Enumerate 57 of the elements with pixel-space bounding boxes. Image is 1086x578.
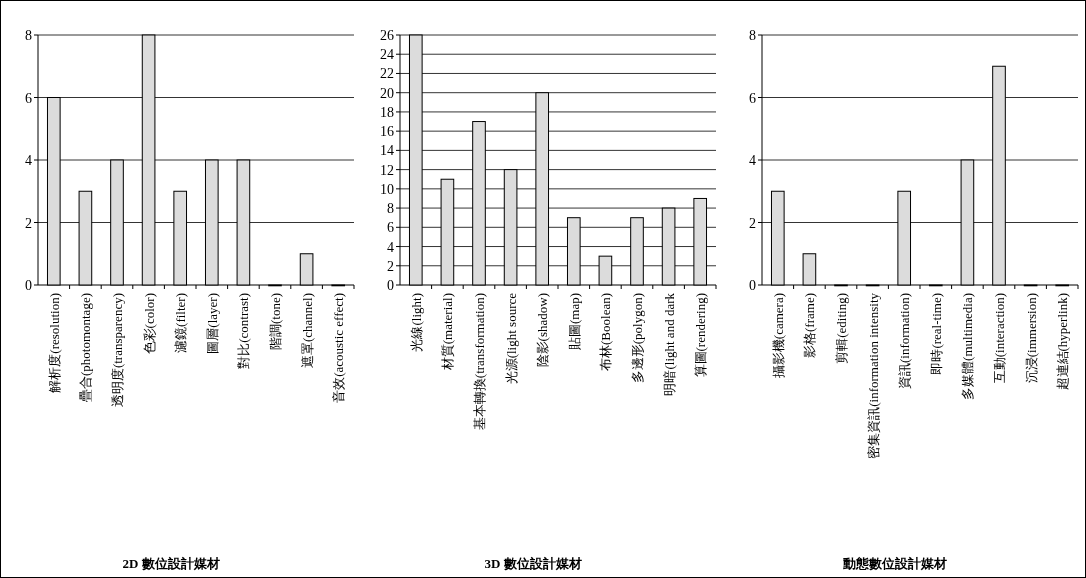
x-tick-label: 材質(material) bbox=[440, 293, 456, 372]
x-tick-label: 多邊形(polygon) bbox=[630, 293, 645, 384]
y-tick-label: 4 bbox=[749, 153, 756, 168]
x-tick-label: 貼圖(map) bbox=[566, 293, 582, 351]
x-tick-label: 對比(contrast) bbox=[236, 293, 252, 369]
y-tick-label: 0 bbox=[749, 278, 756, 293]
x-tick-label: 基本轉換(transformation) bbox=[472, 293, 487, 431]
x-tick-label: 光線(light) bbox=[408, 293, 424, 352]
x-tick-label: 光源(light source bbox=[503, 292, 519, 385]
y-tick-label: 8 bbox=[387, 201, 394, 217]
y-tick-label: 24 bbox=[380, 47, 394, 63]
x-tick-label: 濾鏡(filter) bbox=[173, 293, 189, 353]
y-tick-label: 26 bbox=[380, 28, 394, 43]
y-tick-label: 2 bbox=[749, 215, 756, 231]
y-tick-label: 18 bbox=[380, 104, 394, 120]
y-tick-label: 20 bbox=[380, 85, 394, 101]
x-tick-label: 即時(real-time) bbox=[928, 293, 944, 375]
x-tick-label: 陰影(shadow) bbox=[535, 293, 551, 368]
x-tick-label: 超連結(hyperlink) bbox=[1055, 293, 1071, 391]
x-tick-label: 明暗(light and dark bbox=[661, 292, 677, 396]
y-tick-label: 0 bbox=[25, 278, 32, 293]
x-tick-label: 影格(frame) bbox=[802, 293, 818, 358]
x-tick-label: 互動(interaction) bbox=[992, 293, 1007, 384]
y-tick-label: 8 bbox=[749, 28, 756, 43]
y-tick-label: 22 bbox=[380, 66, 394, 82]
y-tick-label: 4 bbox=[25, 153, 32, 168]
y-tick-label: 14 bbox=[380, 143, 394, 159]
x-tick-label: 色彩(color) bbox=[141, 293, 157, 355]
y-tick-label: 4 bbox=[387, 239, 394, 255]
y-tick-label: 2 bbox=[25, 215, 32, 231]
y-tick-label: 6 bbox=[25, 90, 32, 106]
x-tick-label: 解析度(resolution) bbox=[46, 293, 62, 393]
text: 3D 數位設計媒材 bbox=[484, 556, 582, 571]
text: 動態數位設計媒材 bbox=[842, 556, 947, 571]
x-tick-label: 攝影機(camera) bbox=[770, 293, 786, 379]
y-tick-label: 8 bbox=[25, 28, 32, 43]
text: 2D 數位設計媒材 bbox=[122, 556, 220, 571]
x-tick-label: 階調(tone) bbox=[268, 293, 283, 351]
x-tick-label: 密集資訊(information intensity bbox=[865, 292, 881, 459]
x-tick-label: 布林(Boolean) bbox=[598, 293, 614, 371]
y-tick-label: 6 bbox=[749, 90, 756, 106]
x-tick-label: 算圖(rendering) bbox=[693, 293, 709, 378]
x-tick-label: 多媒體(multimedia) bbox=[960, 293, 976, 400]
x-tick-label: 資訊(information) bbox=[897, 293, 913, 390]
y-tick-label: 6 bbox=[387, 220, 394, 236]
x-tick-label: 疊合(photomontage) bbox=[78, 293, 94, 403]
x-tick-label: 圖層(layer) bbox=[204, 293, 220, 354]
y-tick-label: 0 bbox=[387, 278, 394, 293]
y-tick-label: 12 bbox=[380, 162, 394, 178]
x-tick-label: 沉浸(immersion) bbox=[1023, 293, 1039, 384]
x-tick-label: 音效(acoustic effect) bbox=[331, 293, 347, 403]
x-tick-label: 遮罩(channel) bbox=[299, 293, 315, 369]
y-tick-label: 2 bbox=[387, 258, 394, 274]
x-tick-label: 透明度(transparency) bbox=[110, 293, 125, 408]
y-tick-label: 16 bbox=[380, 124, 394, 140]
x-tick-label: 剪輯(editing) bbox=[834, 293, 849, 364]
y-tick-label: 10 bbox=[380, 181, 394, 197]
